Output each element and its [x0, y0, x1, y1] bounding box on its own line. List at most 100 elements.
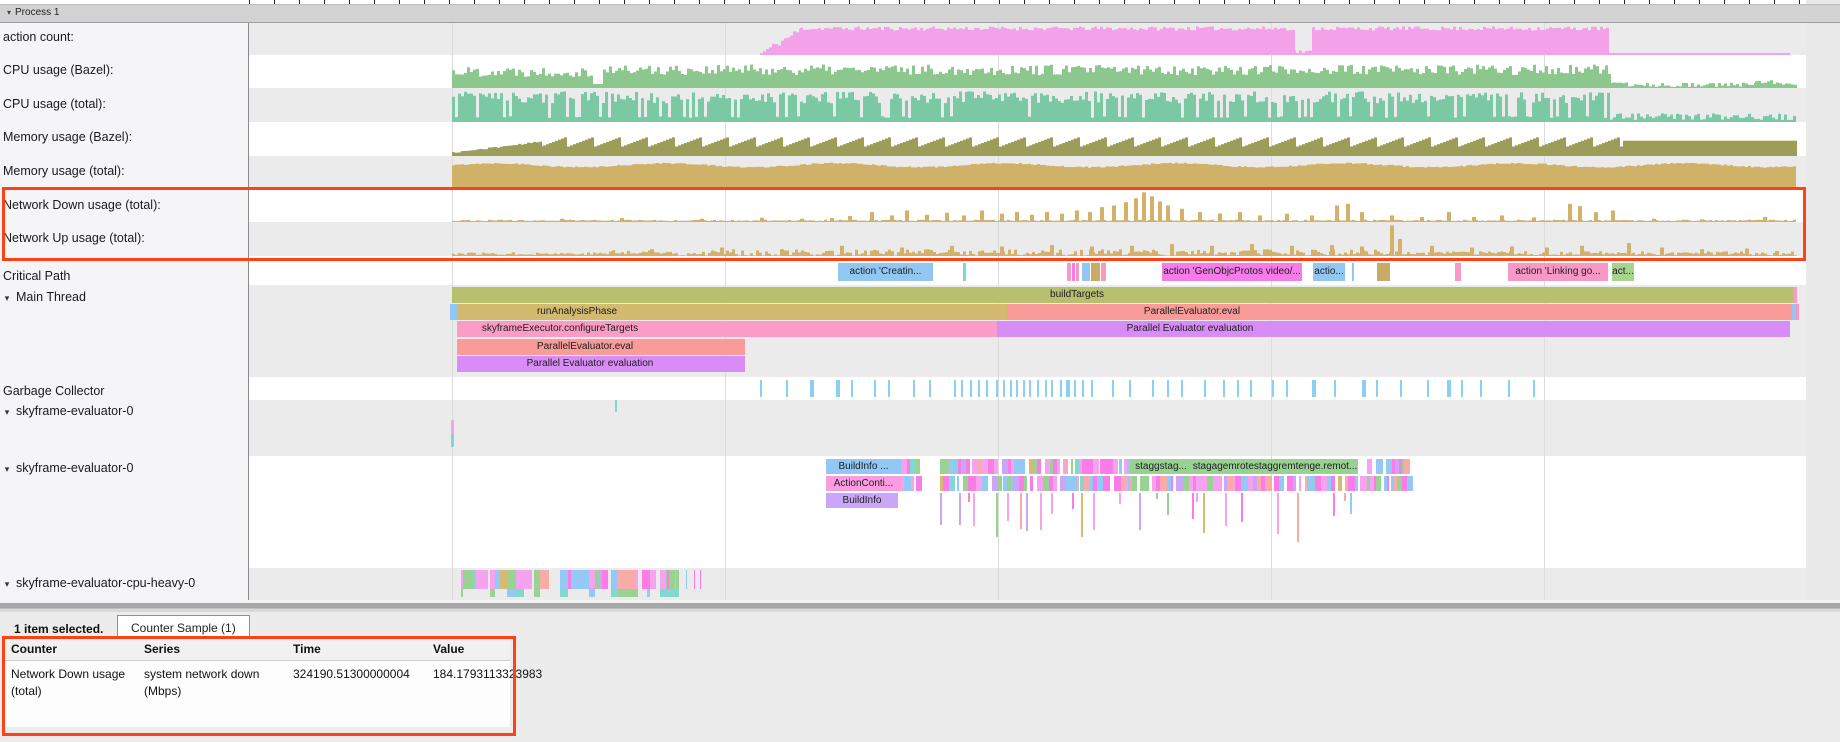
forest-slice[interactable]	[1052, 459, 1057, 474]
gc-tick[interactable]	[1016, 380, 1019, 397]
forest-slice[interactable]	[1374, 476, 1377, 491]
gc-tick[interactable]	[760, 380, 762, 397]
drip-slice[interactable]	[940, 493, 942, 526]
gc-tick[interactable]	[929, 380, 932, 397]
forest-slice[interactable]	[1247, 476, 1253, 491]
forest-slice[interactable]	[1183, 476, 1190, 491]
forest-slice[interactable]	[949, 459, 956, 474]
gc-tick[interactable]	[1447, 380, 1452, 397]
drip-slice[interactable]	[1007, 493, 1010, 522]
main-thread-slice[interactable]	[457, 356, 745, 372]
forest-slice[interactable]	[948, 476, 953, 491]
cpu-heavy-sub-slice[interactable]	[516, 589, 525, 597]
forest-slice[interactable]	[1023, 476, 1028, 491]
forest-slice[interactable]	[942, 476, 949, 491]
gc-tick[interactable]	[1023, 380, 1026, 397]
gc-tick[interactable]	[1376, 380, 1379, 397]
named-slice[interactable]: BuildInfo	[826, 493, 898, 508]
forest-slice[interactable]	[1401, 459, 1404, 474]
gc-tick[interactable]	[1204, 380, 1207, 397]
histogram-action-count[interactable]	[249, 21, 1806, 55]
critical-path-slice[interactable]	[1091, 263, 1100, 281]
forest-slice[interactable]	[1240, 476, 1244, 491]
gc-tick[interactable]	[913, 380, 916, 397]
cpu-heavy-slice[interactable]	[589, 570, 596, 589]
named-slice[interactable]: stagagemrotestaggremtenge.remot...	[1192, 459, 1358, 474]
forest-slice[interactable]	[956, 476, 960, 491]
forest-slice[interactable]	[1049, 476, 1053, 491]
critical-path-slice[interactable]	[1076, 263, 1079, 281]
gc-tick[interactable]	[1111, 380, 1114, 397]
drip-slice[interactable]	[1025, 493, 1028, 531]
gc-tick[interactable]	[836, 380, 840, 397]
forest-slice[interactable]	[1123, 459, 1128, 474]
forest-slice[interactable]	[981, 476, 988, 491]
forest-slice[interactable]	[1235, 476, 1241, 491]
sidebar-item-net-up[interactable]: Network Up usage (total):	[0, 231, 248, 245]
gc-tick[interactable]	[1334, 380, 1337, 397]
collapse-arrow-icon[interactable]: ▾	[4, 293, 10, 303]
forest-slice[interactable]	[1391, 476, 1394, 491]
forest-slice[interactable]	[1307, 476, 1314, 491]
forest-slice[interactable]	[1036, 459, 1042, 474]
cpu-heavy-slice[interactable]	[494, 570, 500, 589]
collapse-arrow-icon[interactable]: ▾	[4, 464, 10, 474]
forest-slice[interactable]	[1321, 476, 1327, 491]
forest-slice[interactable]	[1127, 459, 1131, 474]
forest-slice[interactable]	[1139, 476, 1143, 491]
forest-slice[interactable]	[1179, 476, 1184, 491]
gc-tick[interactable]	[1166, 380, 1169, 397]
forest-slice[interactable]	[1217, 476, 1222, 491]
cpu-heavy-slice[interactable]	[660, 570, 666, 589]
cpu-heavy-slice[interactable]	[570, 570, 590, 589]
cpu-heavy-slice[interactable]	[463, 570, 471, 589]
forest-slice[interactable]	[1132, 476, 1137, 491]
forest-slice[interactable]	[1029, 476, 1034, 491]
drip-slice[interactable]	[1071, 493, 1074, 509]
forest-slice[interactable]	[1380, 459, 1384, 474]
drip-slice[interactable]	[972, 493, 975, 526]
tiny-slice[interactable]	[451, 420, 454, 434]
forest-slice[interactable]	[946, 459, 950, 474]
forest-slice[interactable]	[1081, 459, 1087, 474]
forest-slice[interactable]	[962, 476, 969, 491]
main-thread-slice[interactable]	[1793, 287, 1797, 303]
gc-tick[interactable]	[1533, 380, 1536, 397]
forest-slice[interactable]	[1354, 476, 1358, 491]
cpu-heavy-slice[interactable]	[647, 570, 650, 589]
track-row-bg-11[interactable]	[249, 456, 1806, 568]
forest-slice[interactable]	[1403, 459, 1411, 474]
sidebar-item-skyframe-evaluator-0[interactable]: ▾ skyframe-evaluator-0	[0, 404, 248, 418]
forest-slice[interactable]	[901, 476, 904, 491]
forest-slice[interactable]	[1013, 476, 1020, 491]
gc-tick[interactable]	[1029, 380, 1032, 397]
gc-tick[interactable]	[874, 380, 877, 397]
sidebar-item-net-down[interactable]: Network Down usage (total):	[0, 198, 248, 212]
gc-tick[interactable]	[1181, 380, 1184, 397]
forest-slice[interactable]	[981, 459, 988, 474]
cpu-heavy-sub-slice[interactable]	[461, 589, 464, 597]
collapse-arrow-icon[interactable]: ▾	[4, 579, 10, 589]
track-row-bg-9[interactable]	[249, 377, 1806, 400]
drip-slice[interactable]	[1344, 493, 1347, 502]
tiny-slice[interactable]	[451, 434, 454, 447]
gc-tick[interactable]	[1060, 380, 1063, 397]
forest-slice[interactable]	[1130, 476, 1133, 491]
gc-tick[interactable]	[1461, 380, 1464, 397]
drip-slice[interactable]	[1191, 493, 1194, 519]
cpu-heavy-slice[interactable]	[567, 570, 571, 589]
cpu-heavy-slice[interactable]	[685, 570, 688, 589]
forest-slice[interactable]	[1109, 459, 1114, 474]
cpu-heavy-slice[interactable]	[642, 570, 648, 589]
critical-path-slice[interactable]: act...	[1612, 263, 1634, 281]
forest-slice[interactable]	[1385, 459, 1393, 474]
forest-slice[interactable]	[1056, 459, 1061, 474]
gc-tick[interactable]	[995, 380, 998, 397]
forest-slice[interactable]	[1376, 459, 1381, 474]
forest-slice[interactable]	[1066, 476, 1073, 491]
forest-slice[interactable]	[1006, 476, 1011, 491]
gc-tick[interactable]	[1128, 380, 1131, 397]
forest-slice[interactable]	[1063, 459, 1066, 474]
gc-tick[interactable]	[1036, 380, 1039, 397]
drip-slice[interactable]	[1202, 493, 1205, 534]
